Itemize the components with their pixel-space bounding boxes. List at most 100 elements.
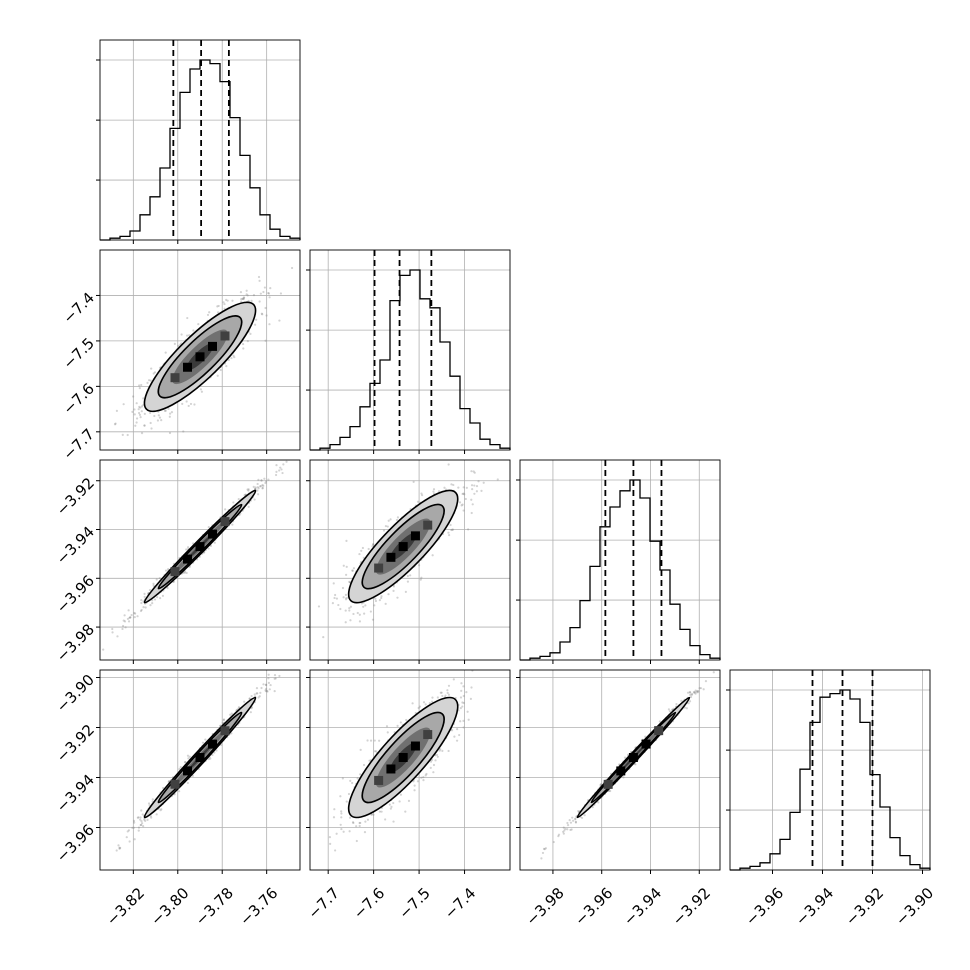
scatter-point	[186, 754, 190, 757]
scatter-point	[458, 501, 462, 504]
scatter-point	[149, 815, 152, 818]
scatter-point	[351, 569, 354, 572]
scatter-point	[275, 464, 278, 467]
scatter-point	[345, 573, 348, 576]
scatter-point	[225, 365, 228, 368]
scatter-point	[422, 701, 426, 704]
scatter-point	[258, 695, 261, 698]
scatter-point	[477, 480, 480, 483]
scatter-point	[467, 718, 470, 721]
scatter-point	[263, 286, 266, 289]
scatter-point	[286, 661, 288, 663]
scatter-point	[140, 820, 143, 823]
scatter-point	[257, 275, 261, 279]
scatter-point	[237, 498, 240, 501]
scatter-point	[406, 580, 410, 583]
scatter-point	[482, 481, 485, 484]
scatter-point	[429, 760, 433, 763]
scatter-point	[159, 809, 162, 812]
scatter-point	[122, 403, 125, 406]
scatter-point	[359, 748, 362, 751]
scatter-point	[159, 597, 162, 600]
density-cell	[374, 775, 384, 785]
scatter-point	[260, 479, 263, 482]
scatter-point	[345, 597, 348, 600]
scatter-point	[160, 808, 163, 811]
density-cell	[374, 563, 384, 573]
scatter-point	[337, 603, 340, 607]
scatter-point	[257, 493, 260, 496]
histogram-panel-1	[96, 39, 301, 241]
scatter-point	[185, 571, 188, 575]
scatter-point	[115, 849, 118, 852]
scatter-point	[443, 486, 446, 489]
scatter-point	[431, 554, 434, 557]
scatter-point	[163, 409, 166, 412]
scatter-point	[396, 596, 399, 599]
scatter-point	[264, 306, 267, 310]
scatter-point	[139, 816, 142, 819]
scatter-point	[623, 756, 627, 759]
scatter-point	[143, 818, 146, 821]
scatter-point	[469, 697, 472, 701]
scatter-point	[406, 574, 410, 578]
scatter-point	[457, 486, 460, 489]
scatter-point	[116, 635, 119, 638]
scatter-point	[151, 798, 154, 801]
scatter-point	[465, 691, 468, 694]
scatter-point	[436, 696, 439, 699]
panel-contents	[328, 667, 475, 852]
scatter-point	[349, 779, 352, 782]
scatter-point	[375, 750, 378, 753]
scatter-point	[241, 342, 245, 346]
scatter-point	[264, 683, 268, 686]
scatter-point	[460, 682, 463, 685]
scatter-point	[233, 356, 236, 359]
scatter-point	[339, 607, 342, 611]
scatter-point	[446, 689, 449, 692]
scatter-point	[111, 631, 114, 634]
scatter-point	[139, 416, 142, 419]
scatter-point	[273, 677, 276, 680]
scatter-point	[333, 808, 336, 811]
scatter-point	[264, 339, 267, 342]
density-cell	[220, 517, 230, 527]
scatter-point	[334, 849, 337, 852]
scatter-point	[451, 528, 455, 531]
scatter-point	[447, 531, 450, 534]
scatter-point	[447, 684, 451, 687]
density-cell	[208, 529, 217, 539]
scatter-point	[139, 609, 143, 613]
scatter-point	[140, 823, 143, 827]
scatter-point	[137, 408, 140, 411]
scatter-point	[123, 614, 126, 617]
scatter-panel-4-1	[99, 661, 301, 871]
scatter-point	[459, 696, 463, 699]
panel-frame	[729, 669, 931, 871]
scatter-point	[204, 738, 207, 741]
scatter-point	[266, 690, 269, 693]
density-cell	[170, 779, 180, 789]
scatter-point	[345, 800, 348, 803]
scatter-point	[262, 683, 265, 686]
scatter-point	[208, 311, 211, 314]
scatter-point	[162, 786, 165, 790]
density-cell	[220, 726, 230, 736]
scatter-point	[417, 564, 421, 567]
scatter-point	[144, 606, 147, 609]
scatter-point	[473, 667, 475, 669]
scatter-point	[222, 718, 226, 721]
scatter-point	[256, 486, 259, 489]
scatter-point	[358, 821, 361, 825]
scatter-point	[462, 694, 465, 698]
scatter-point	[399, 793, 403, 796]
scatter-point	[258, 300, 261, 303]
scatter-point	[431, 700, 434, 703]
scatter-point	[169, 412, 172, 415]
scatter-point	[133, 612, 137, 615]
scatter-point	[449, 523, 452, 527]
scatter-point	[240, 298, 243, 301]
scatter-point	[285, 460, 288, 463]
panel-frame	[99, 39, 301, 241]
